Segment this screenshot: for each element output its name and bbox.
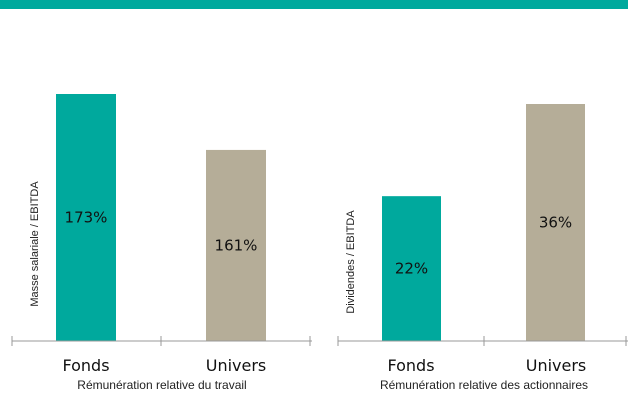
- chart-left-ylabel: Masse salariale / EBITDA: [29, 181, 41, 307]
- chart-right: Dividendes / EBITDA 22% 36% Fonds Univers…: [337, 104, 628, 392]
- chart-right-bar-fonds: [382, 196, 441, 341]
- chart-left-value-label: 173%: [65, 209, 108, 227]
- chart-left-category-label: Fonds: [62, 356, 109, 375]
- chart-left: Masse salariale / EBITDA 173%161% Fonds …: [11, 94, 312, 392]
- chart-left-caption: Rémunération relative du travail: [77, 378, 246, 392]
- chart-right-caption: Rémunération relative des actionnaires: [380, 378, 588, 392]
- top-accent-band: [0, 0, 628, 9]
- chart-right-bars: 22% 36%: [382, 104, 585, 341]
- chart-right-category-label: Univers: [526, 356, 587, 375]
- chart-left-value-label: 161%: [215, 236, 258, 254]
- chart-right-value-label: 36%: [539, 214, 572, 232]
- chart-right-value-label: 22%: [395, 260, 428, 278]
- chart-left-bars: 173% 161%: [56, 94, 266, 341]
- chart-right-ylabel: Dividendes / EBITDA: [345, 210, 357, 314]
- chart-left-bar-univers: [206, 149, 266, 341]
- chart-left-bar-fonds: [56, 94, 116, 341]
- chart-right-category-label: Fonds: [387, 356, 434, 375]
- chart-right-bar-univers: [526, 104, 585, 341]
- chart-left-category-label: Univers: [206, 356, 267, 375]
